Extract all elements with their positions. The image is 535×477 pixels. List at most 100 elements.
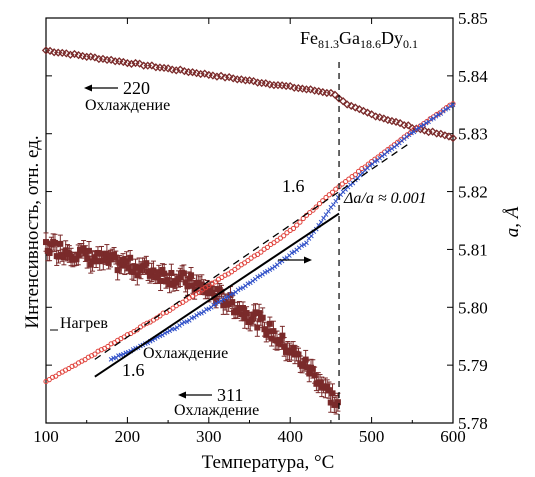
- y-axis-right-label: a, Å: [502, 206, 523, 237]
- point-cooling: [423, 120, 429, 126]
- point-220: [90, 53, 99, 62]
- point-cooling: [172, 326, 177, 332]
- point-311: [43, 239, 49, 246]
- point-heating: [245, 257, 251, 264]
- point-311: [229, 299, 236, 306]
- point-heating: [105, 343, 111, 350]
- point-311: [209, 289, 216, 296]
- series-heating: [43, 101, 456, 385]
- point-heating: [297, 219, 303, 225]
- point-heating: [264, 244, 271, 250]
- point-311: [157, 278, 164, 285]
- point-heating: [290, 225, 297, 232]
- point-cooling: [309, 233, 314, 239]
- annotation-220: 220 Охлаждение: [84, 78, 170, 114]
- point-220: [379, 114, 388, 123]
- point-220: [216, 71, 226, 80]
- formula-fe: Fe: [300, 28, 318, 48]
- point-heating: [362, 164, 368, 170]
- point-311: [281, 343, 288, 350]
- point-311: [241, 315, 248, 322]
- point-311: [127, 254, 134, 261]
- point-311: [213, 297, 220, 304]
- x-axis-label: Температура, °C: [202, 452, 335, 473]
- point-311: [154, 273, 161, 280]
- point-220: [306, 85, 315, 94]
- point-311: [225, 301, 232, 308]
- point-311: [290, 344, 297, 351]
- point-cooling: [199, 310, 204, 316]
- point-220: [330, 90, 340, 99]
- point-311: [120, 256, 127, 263]
- arrow-right-head: [304, 256, 312, 264]
- point-220: [326, 88, 336, 98]
- point-cooling: [299, 243, 304, 249]
- x-tick-label: 500: [359, 427, 385, 446]
- point-heating: [352, 172, 358, 178]
- point-cooling: [262, 270, 268, 275]
- point-220: [286, 81, 295, 91]
- y-right-tick-label: 5.84: [458, 67, 488, 86]
- y-right-tick-label: 5.85: [458, 9, 488, 28]
- point-311: [252, 309, 259, 316]
- point-heating: [206, 283, 212, 289]
- y-right-tick-label: 5.83: [458, 125, 488, 144]
- label-220-sub: Охлаждение: [85, 97, 170, 114]
- formula-ga: Ga: [339, 28, 360, 48]
- point-311: [334, 399, 341, 406]
- point-cooling: [267, 267, 273, 273]
- arrow-311-head: [178, 391, 186, 399]
- point-311: [182, 279, 189, 286]
- point-311: [155, 269, 162, 276]
- point-220: [163, 64, 173, 73]
- point-220: [45, 46, 55, 56]
- point-heating: [271, 240, 277, 246]
- fit-line-solid: [94, 212, 340, 378]
- point-220: [347, 101, 356, 110]
- point-heating: [144, 320, 150, 326]
- point-cooling: [179, 321, 185, 326]
- point-heating: [189, 293, 196, 299]
- point-heating: [333, 186, 339, 192]
- point-220: [127, 59, 136, 69]
- x-tick-label: 100: [33, 427, 59, 446]
- y-right-tick-label: 5.80: [458, 298, 488, 317]
- point-311: [80, 245, 87, 252]
- point-311: [150, 267, 157, 274]
- point-311: [84, 255, 91, 262]
- point-heating: [170, 305, 176, 311]
- point-cooling: [216, 299, 221, 305]
- formula-dy: Dy: [381, 28, 403, 48]
- y-axis-right-label-text: a, Å: [502, 206, 523, 237]
- x-tick-label: 300: [196, 427, 222, 446]
- axes-frame: [45, 17, 454, 424]
- point-311: [243, 310, 250, 317]
- point-cooling: [387, 147, 392, 153]
- point-311: [87, 261, 94, 268]
- point-311: [102, 255, 109, 262]
- compound-formula: Fe81.3Ga18.6Dy0.1: [300, 28, 418, 51]
- series-cooling: [108, 102, 456, 362]
- formula-n2: 18.6: [360, 37, 381, 51]
- point-cooling: [418, 123, 424, 129]
- point-heating: [196, 289, 202, 295]
- point-220: [444, 132, 454, 141]
- point-cooling: [221, 296, 226, 302]
- point-cooling: [433, 113, 439, 119]
- point-311: [265, 328, 272, 335]
- point-311: [82, 250, 89, 257]
- point-heating: [258, 249, 264, 255]
- point-heating: [346, 176, 352, 182]
- point-311: [98, 250, 105, 257]
- x-tick-label: 400: [277, 427, 303, 446]
- point-cooling: [218, 298, 224, 304]
- point-311: [309, 365, 316, 372]
- plot-frame: [45, 17, 454, 424]
- point-220: [261, 79, 270, 88]
- point-cooling: [450, 102, 456, 108]
- point-311: [60, 254, 67, 261]
- point-311: [73, 256, 80, 263]
- point-heating: [92, 351, 98, 357]
- point-220: [200, 69, 209, 78]
